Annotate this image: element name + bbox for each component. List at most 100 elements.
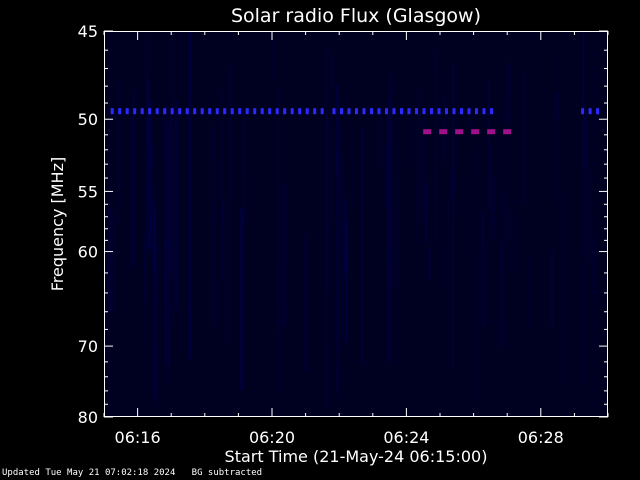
noise-streak [155,244,159,398]
magenta-band-dash [487,129,496,135]
noise-streak [469,105,472,134]
blue-band-1-dash [215,108,219,115]
noise-streak [507,62,510,123]
noise-streak [153,200,157,275]
blue-band-2-dash [392,108,396,115]
noise-streak [218,162,220,326]
noise-streak [475,144,478,406]
noise-streak [594,50,596,357]
blue-band-1-dash [260,108,264,115]
noise-streak [151,167,154,263]
blue-band-1-dash [223,108,227,115]
magenta-band-dash [503,129,512,135]
noise-streak [341,155,343,339]
magenta-band-dash [439,129,448,135]
blue-band-1-dash [163,108,167,115]
blue-band-1-dash [208,108,212,115]
noise-streak [270,37,274,80]
noise-streak [335,246,337,366]
noise-streak [145,46,148,132]
x-axis-label: Start Time (21-May-24 06:15:00) [225,447,488,466]
noise-streak [588,172,591,268]
noise-streak [243,112,245,224]
noise-streak [340,249,344,378]
y-tick-label: 55 [78,182,98,201]
noise-streak [188,31,192,360]
noise-streak [340,133,342,253]
blue-band-1-dash [193,108,197,115]
blue-band-2-dash [355,108,358,115]
noise-streak [174,205,176,292]
y-tick-label: 70 [78,337,98,356]
blue-band-1-dash [200,108,204,115]
blue-band-1-dash [155,108,159,115]
y-tick-label: 45 [78,22,98,41]
blue-band-1-dash [110,108,114,115]
noise-streak [168,199,170,388]
blue-band-1-dash [320,108,324,115]
noise-streak [527,251,530,331]
blue-band-2-dash [422,108,426,115]
y-tick-label: 50 [78,110,98,129]
noise-streak [585,106,588,254]
noise-streak [164,102,168,250]
blue-band-1-dash [148,108,152,115]
blue-band-2-dash [370,108,373,115]
noise-streak [490,145,493,226]
y-axis: 45 50 55 60 70 80 [78,22,608,427]
noise-streak [425,182,428,245]
noise-streak [275,55,277,311]
noise-streak [362,240,364,412]
x-tick-label: 06:16 [115,428,161,447]
blue-band-2-dash [362,108,366,115]
noise-streak [465,179,467,258]
noise-streak [562,154,565,235]
noise-streak [379,107,383,172]
noise-streak [166,121,169,370]
blue-band-2-dash [407,108,411,115]
noise-streak [325,48,328,408]
magenta-band-dash [471,129,480,135]
noise-streak [411,120,413,165]
noise-streak [555,92,557,120]
noise-streak [497,191,500,253]
magenta-band-dash [423,129,432,135]
noise-streak [590,216,593,405]
noise-streak [387,99,390,361]
noise-streak [565,58,568,319]
noise-streak [587,150,590,179]
noise-streak [174,99,178,311]
noise-streak [164,239,167,364]
blue-band-1-dash [290,108,294,115]
noise-streak [144,245,147,302]
plot-frame [104,31,608,417]
noise-streak [335,150,339,390]
noise-streak [152,178,156,412]
noise-streak [502,194,505,271]
blue-band-2-dash [415,108,418,115]
blue-band-2-dash [347,108,351,115]
noise-streak [421,116,425,221]
blue-band-2-dash [340,108,343,115]
blue-band-2-dash [490,108,493,115]
noise-streak [500,95,503,316]
noise-streak [582,31,585,167]
chart-title: Solar radio Flux (Glasgow) [231,5,481,27]
noise-streak [582,101,585,383]
noise-streak [500,242,504,347]
noise-streak [591,237,594,295]
noise-streak [132,90,135,263]
noise-streak [386,143,388,209]
noise-streak [407,124,411,352]
noise-streak [510,208,513,273]
noise-streak [150,134,152,255]
blue-band-1-dash [125,108,129,115]
noise-streak [222,88,224,223]
noise-streak [160,107,163,157]
noise-streak [143,234,146,351]
noise-streak [164,133,167,406]
noise-streak [220,99,222,355]
noise-streak [108,206,111,313]
noise-streak [391,242,393,266]
